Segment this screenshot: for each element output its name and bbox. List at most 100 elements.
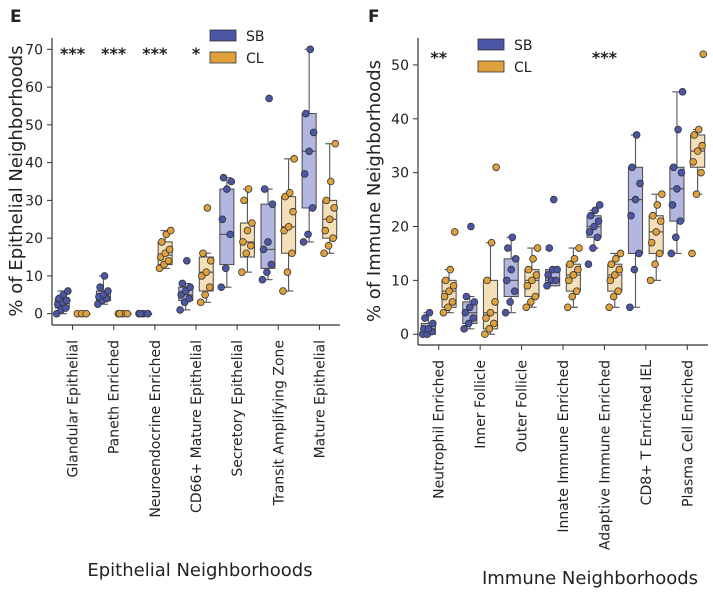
data-point bbox=[309, 128, 318, 137]
data-point bbox=[288, 249, 296, 258]
box-sb bbox=[584, 201, 604, 269]
data-point bbox=[646, 276, 655, 285]
data-point bbox=[165, 245, 174, 254]
y-tick-label: 20 bbox=[25, 231, 43, 247]
box-sb bbox=[667, 88, 687, 258]
y-tick-label: 40 bbox=[25, 156, 43, 172]
y-tick-label: 10 bbox=[391, 273, 409, 289]
data-point bbox=[259, 245, 268, 254]
box-sb bbox=[135, 309, 153, 318]
data-point bbox=[196, 298, 205, 307]
data-point bbox=[590, 222, 598, 231]
y-axis-label: % of Epithelial Neighborhoods bbox=[6, 45, 27, 316]
data-point bbox=[527, 298, 535, 306]
box-cl bbox=[688, 50, 708, 258]
data-point bbox=[544, 271, 552, 279]
data-point bbox=[258, 275, 267, 284]
data-point bbox=[672, 233, 680, 242]
data-point bbox=[533, 244, 542, 252]
data-point bbox=[304, 230, 312, 239]
data-point bbox=[64, 287, 72, 295]
box-sb bbox=[94, 272, 112, 309]
x-axis-label: Immune Neighborhoods bbox=[482, 568, 698, 589]
box-cl bbox=[522, 244, 542, 312]
data-point bbox=[322, 196, 331, 205]
data-point bbox=[609, 292, 618, 301]
data-point bbox=[425, 308, 434, 317]
x-tick-label: Plasma Cell Enriched bbox=[680, 360, 696, 507]
data-point bbox=[481, 330, 489, 339]
data-point bbox=[467, 222, 475, 231]
legend-label: SB bbox=[514, 38, 533, 54]
data-point bbox=[185, 294, 193, 303]
data-point bbox=[183, 257, 191, 265]
data-point bbox=[524, 265, 533, 274]
data-point bbox=[668, 201, 677, 209]
data-point bbox=[485, 325, 494, 333]
data-point bbox=[483, 276, 491, 285]
data-point bbox=[552, 276, 560, 285]
data-point bbox=[205, 283, 214, 292]
box-cl bbox=[196, 204, 215, 307]
data-point bbox=[692, 190, 701, 198]
data-point bbox=[285, 189, 294, 197]
data-point bbox=[441, 276, 450, 285]
data-point bbox=[464, 319, 473, 328]
data-point bbox=[507, 265, 516, 274]
data-point bbox=[244, 185, 253, 193]
data-point bbox=[676, 217, 685, 225]
data-point bbox=[260, 185, 269, 193]
x-tick-label: Glandular Epithelial bbox=[66, 340, 82, 477]
box-cl bbox=[646, 190, 666, 285]
data-point bbox=[612, 255, 620, 263]
y-axis-label: % of Immune Neighborhoods bbox=[364, 60, 385, 322]
data-point bbox=[667, 249, 676, 258]
data-point bbox=[615, 265, 624, 274]
data-point bbox=[61, 304, 70, 312]
data-point bbox=[510, 287, 519, 295]
data-point bbox=[589, 244, 597, 252]
box-sb bbox=[258, 94, 277, 284]
box-cl bbox=[439, 228, 459, 317]
data-point bbox=[186, 283, 194, 292]
data-point bbox=[306, 45, 315, 54]
data-point bbox=[647, 238, 656, 247]
data-point bbox=[529, 255, 537, 263]
panel-e: E 0 10 20 30 40 50 60 70% of Epithelial Neighbor… bbox=[6, 7, 340, 581]
data-point bbox=[96, 283, 104, 292]
significance-marker: * bbox=[192, 44, 201, 63]
box-cl bbox=[73, 309, 91, 318]
data-point bbox=[320, 249, 328, 258]
y-tick-label: 0 bbox=[400, 327, 409, 343]
data-point bbox=[568, 292, 577, 301]
panel-letter: E bbox=[10, 7, 22, 27]
x-tick-label: Neutrophil Enriched bbox=[432, 360, 448, 499]
data-point bbox=[218, 215, 227, 224]
data-point bbox=[82, 309, 91, 318]
data-point bbox=[283, 268, 292, 276]
y-tick-label: 30 bbox=[25, 193, 43, 209]
data-point bbox=[265, 94, 273, 103]
iqr-box bbox=[260, 203, 276, 269]
data-point bbox=[246, 241, 255, 250]
data-point bbox=[594, 217, 603, 225]
data-point bbox=[570, 255, 579, 263]
box-sb bbox=[418, 308, 437, 339]
data-point bbox=[327, 177, 335, 186]
data-point bbox=[569, 271, 578, 279]
data-point bbox=[614, 287, 622, 295]
data-point bbox=[448, 298, 457, 306]
x-tick-label: Neuroendocrine Enriched bbox=[148, 340, 164, 518]
data-point bbox=[688, 249, 696, 258]
data-point bbox=[501, 308, 510, 317]
data-point bbox=[439, 308, 448, 317]
data-point bbox=[62, 296, 71, 305]
box-cl bbox=[320, 139, 340, 258]
data-point bbox=[669, 163, 678, 172]
data-point bbox=[630, 265, 639, 274]
y-tick-label: 10 bbox=[25, 269, 43, 285]
data-point bbox=[628, 163, 636, 172]
x-tick-label: Inner Follicle bbox=[473, 360, 489, 449]
box-cl bbox=[279, 155, 298, 295]
